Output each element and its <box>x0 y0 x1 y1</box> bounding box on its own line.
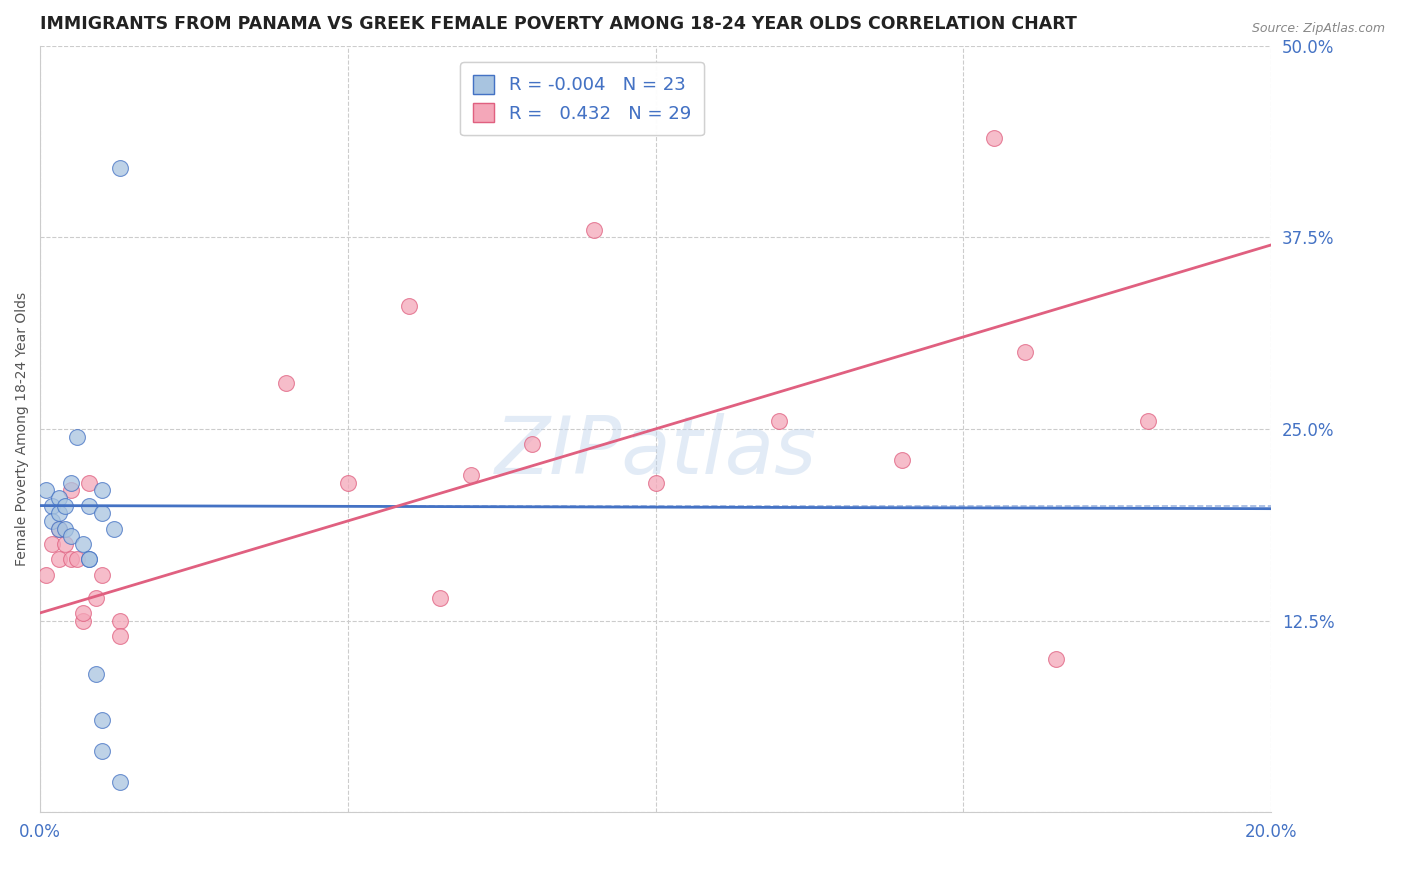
Point <box>108 161 131 176</box>
Point <box>90 483 112 498</box>
Legend: R = -0.004   N = 23, R =   0.432   N = 29: R = -0.004 N = 23, R = 0.432 N = 29 <box>460 62 703 136</box>
Point <box>108 614 131 628</box>
Point <box>59 552 82 566</box>
Point <box>41 499 63 513</box>
Point <box>48 491 70 505</box>
Point <box>90 744 112 758</box>
Point <box>53 537 76 551</box>
Point <box>35 483 58 498</box>
Point <box>983 130 1005 145</box>
Point <box>53 522 76 536</box>
Point <box>84 667 107 681</box>
Point <box>48 506 70 520</box>
Point <box>35 567 58 582</box>
Point <box>276 376 298 390</box>
Point <box>79 552 101 566</box>
Point <box>1136 414 1159 428</box>
Point <box>48 552 70 566</box>
Point <box>1045 652 1067 666</box>
Text: Source: ZipAtlas.com: Source: ZipAtlas.com <box>1251 22 1385 36</box>
Point <box>429 591 451 605</box>
Y-axis label: Female Poverty Among 18-24 Year Olds: Female Poverty Among 18-24 Year Olds <box>15 292 30 566</box>
Point <box>90 713 112 727</box>
Point <box>582 222 605 236</box>
Point <box>108 629 131 643</box>
Point <box>336 475 359 490</box>
Point <box>59 529 82 543</box>
Text: ZIPatlas: ZIPatlas <box>495 413 817 491</box>
Point <box>84 591 107 605</box>
Point <box>48 522 70 536</box>
Point <box>890 452 912 467</box>
Point <box>103 522 125 536</box>
Point <box>79 475 101 490</box>
Text: IMMIGRANTS FROM PANAMA VS GREEK FEMALE POVERTY AMONG 18-24 YEAR OLDS CORRELATION: IMMIGRANTS FROM PANAMA VS GREEK FEMALE P… <box>41 15 1077 33</box>
Point <box>66 552 89 566</box>
Point <box>48 522 70 536</box>
Point <box>72 614 94 628</box>
Point <box>66 429 89 443</box>
Point <box>768 414 790 428</box>
Point <box>72 606 94 620</box>
Point <box>644 475 666 490</box>
Point <box>41 514 63 528</box>
Point <box>41 537 63 551</box>
Point <box>90 567 112 582</box>
Point <box>79 499 101 513</box>
Point <box>108 774 131 789</box>
Point <box>1014 345 1036 359</box>
Point <box>79 552 101 566</box>
Point <box>398 299 420 313</box>
Point <box>522 437 544 451</box>
Point <box>460 467 482 482</box>
Point <box>90 506 112 520</box>
Point <box>59 483 82 498</box>
Point <box>72 537 94 551</box>
Point <box>59 475 82 490</box>
Point <box>53 499 76 513</box>
